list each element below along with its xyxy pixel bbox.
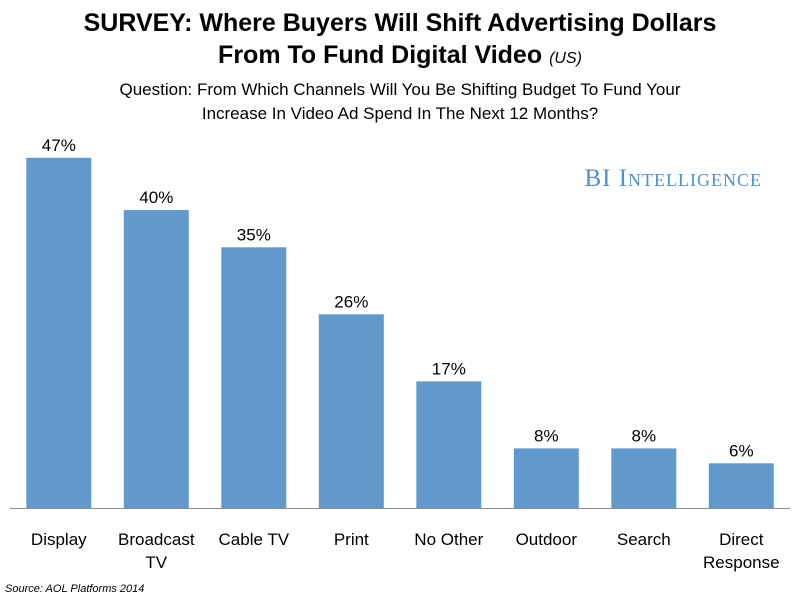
bi-intelligence-logo: BI Intelligence: [584, 165, 762, 192]
chart-title-line-2: From To Fund Digital Video (US): [0, 40, 800, 74]
bar-7: [708, 463, 774, 508]
bar-1: [123, 210, 189, 508]
category-label-1-0: Broadcast: [118, 530, 195, 549]
category-label-7-0: Direct: [719, 530, 764, 549]
bar-value-label-0: 47%: [42, 136, 76, 155]
category-label-2-0: Cable TV: [219, 530, 290, 549]
bar-6: [611, 448, 677, 508]
chart-subtitle-line-2: Increase In Video Ad Spend In The Next 1…: [201, 104, 599, 123]
bar-0: [26, 157, 92, 509]
bar-value-label-4: 17%: [432, 359, 466, 378]
category-label-6-0: Search: [617, 530, 671, 549]
bar-value-label-7: 6%: [729, 441, 754, 460]
chart-title-line-1: SURVEY: Where Buyers Will Shift Advertis…: [0, 8, 800, 38]
bar-2: [221, 247, 287, 509]
bar-value-label-6: 8%: [632, 426, 657, 445]
category-label-1-1: TV: [145, 553, 167, 572]
chart-subtitle-line-1: Question: From Which Channels Will You B…: [119, 80, 681, 99]
category-label-3-0: Print: [334, 530, 369, 549]
bar-5: [513, 448, 579, 508]
category-label-7-1: Response: [703, 553, 780, 572]
source-note: Source: AOL Platforms 2014: [5, 583, 145, 595]
category-label-0-0: Display: [31, 530, 87, 549]
bar-value-label-3: 26%: [334, 292, 368, 311]
bar-value-label-5: 8%: [534, 426, 559, 445]
bar-4: [416, 381, 482, 509]
category-label-5-0: Outdoor: [516, 530, 578, 549]
bar-value-label-1: 40%: [139, 188, 173, 207]
category-label-4-0: No Other: [414, 530, 483, 549]
bar-3: [318, 314, 384, 508]
chart-title-note: (US): [549, 50, 582, 67]
chart-title-text-1: SURVEY: Where Buyers Will Shift Advertis…: [83, 9, 717, 37]
bar-value-label-2: 35%: [237, 225, 271, 244]
chart-title-text-2: From To Fund Digital Video: [218, 41, 543, 69]
